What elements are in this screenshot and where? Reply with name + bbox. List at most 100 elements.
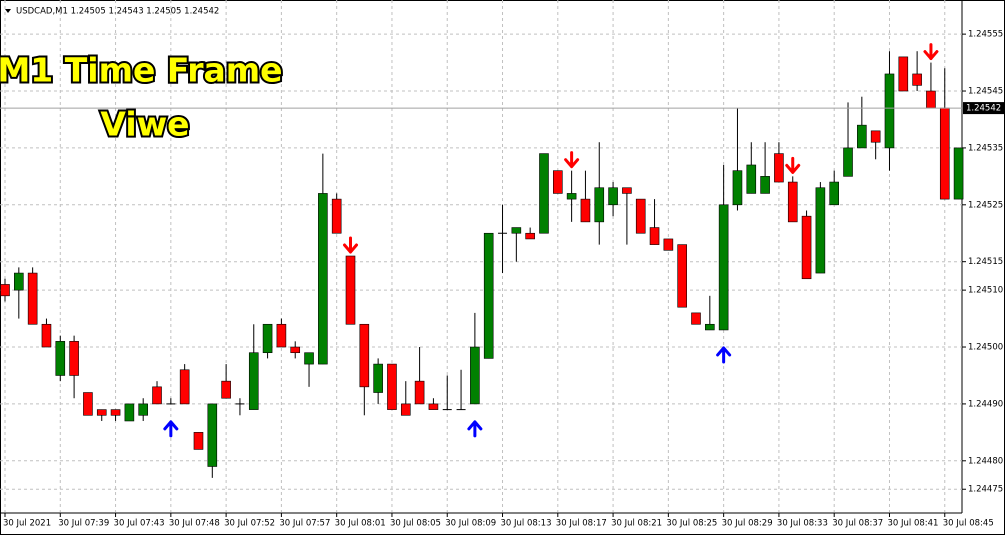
candle-body	[207, 403, 218, 467]
signal-arrow	[923, 43, 939, 61]
x-tick-label: 30 Jul 07:48	[169, 519, 220, 529]
y-tick-label: 1.24475	[968, 485, 1003, 495]
x-tick-label: 30 Jul 08:13	[501, 519, 552, 529]
y-tick-label: 1.24555	[968, 30, 1003, 40]
candle-body	[649, 227, 660, 245]
x-tick-label: 30 Jul 07:43	[114, 519, 165, 529]
candle-body	[387, 363, 397, 410]
candle-body	[926, 90, 936, 109]
current-price-label: 1.24542	[966, 104, 1001, 114]
candle-body	[414, 380, 425, 405]
signal-arrow	[785, 156, 801, 174]
candle-body	[110, 409, 121, 416]
x-tick-label: 30 Jul 2021	[3, 519, 51, 529]
candle-body	[884, 73, 895, 149]
y-tick-label: 1.24535	[968, 143, 1003, 153]
candle-body	[152, 386, 162, 405]
candle-body	[55, 341, 66, 376]
y-tick-label: 1.24500	[968, 343, 1003, 353]
candle-body	[870, 130, 881, 143]
x-tick-label: 30 Jul 08:37	[832, 519, 883, 529]
y-tick-label: 1.24545	[968, 87, 1003, 97]
candle-body	[774, 153, 784, 183]
candle-body	[953, 147, 964, 200]
candle-body	[829, 181, 840, 206]
candle-body	[359, 323, 370, 388]
x-tick-label: 30 Jul 08:05	[390, 519, 441, 529]
candle-body	[511, 227, 522, 234]
candle-body	[193, 432, 204, 450]
candle-body	[677, 244, 687, 308]
x-tick-label: 30 Jul 08:25	[666, 519, 717, 529]
x-tick-label: 30 Jul 08:01	[335, 519, 386, 529]
candle-body	[525, 232, 535, 240]
candle-body	[400, 403, 411, 416]
x-tick-label: 30 Jul 08:17	[556, 519, 607, 529]
signal-arrow	[163, 420, 179, 438]
candle-body	[428, 403, 439, 410]
candles	[0, 43, 964, 478]
y-tick-label: 1.24510	[968, 286, 1003, 296]
candle-body	[14, 272, 24, 291]
x-tick-label: 30 Jul 07:39	[58, 519, 109, 529]
signal-arrow	[467, 420, 483, 438]
grid	[0, 0, 962, 512]
chart-header: USDCAD,M1 1.24505 1.24543 1.24505 1.2454…	[16, 7, 219, 17]
candle-body	[179, 369, 190, 405]
candle-body	[69, 341, 79, 376]
candle-body	[912, 73, 922, 86]
y-tick-label: 1.24525	[968, 200, 1003, 210]
candle-body	[732, 170, 743, 206]
candle-body	[262, 323, 273, 354]
candle-body	[608, 187, 618, 206]
candle-body	[594, 187, 605, 223]
y-tick-label: 1.24480	[968, 456, 1003, 466]
candle-body	[691, 312, 701, 325]
chart-title: M1 Time Frame	[0, 51, 283, 90]
candle-body	[746, 164, 757, 194]
candle-body	[760, 176, 770, 194]
candle-body	[787, 181, 798, 223]
candle-body	[718, 204, 729, 331]
candle-body	[580, 198, 591, 223]
x-tick-label: 30 Jul 08:09	[445, 519, 496, 529]
candle-body	[939, 107, 950, 200]
candle-body	[663, 238, 674, 251]
signal-arrow	[716, 346, 732, 364]
candle-body	[331, 198, 342, 234]
candle-body	[96, 409, 107, 416]
candle-body	[138, 403, 148, 416]
candle-body	[83, 392, 93, 416]
signal-arrow	[343, 236, 358, 254]
candle-body	[566, 193, 577, 200]
x-tick-label: 30 Jul 08:33	[777, 519, 828, 529]
candle-body	[221, 380, 231, 399]
candle-body	[304, 352, 314, 365]
signal-arrow	[564, 151, 580, 169]
candle-body	[345, 255, 356, 325]
candle-body	[27, 272, 38, 325]
candle-body	[843, 147, 853, 177]
x-tick-label: 30 Jul 07:57	[279, 519, 330, 529]
candle-body	[0, 284, 10, 297]
candle-body	[318, 193, 328, 365]
x-tick-label: 30 Jul 08:21	[611, 519, 662, 529]
candle-body	[470, 346, 480, 405]
candle-body	[705, 323, 715, 331]
x-tick-label: 30 Jul 07:52	[224, 519, 275, 529]
current-price-box	[963, 102, 1005, 115]
candle-body	[622, 187, 632, 194]
candle-body	[857, 124, 867, 149]
y-tick-label: 1.24490	[968, 399, 1003, 409]
candle-body	[124, 403, 135, 422]
x-tick-label: 30 Jul 08:45	[943, 519, 994, 529]
candle-body	[41, 323, 52, 348]
candle-body	[815, 187, 826, 274]
candle-body	[373, 363, 383, 393]
candle-body	[898, 56, 909, 92]
candle-body	[290, 346, 301, 354]
candle-body	[483, 232, 494, 359]
y-tick-label: 1.24515	[968, 257, 1003, 267]
candle-body	[635, 198, 646, 234]
